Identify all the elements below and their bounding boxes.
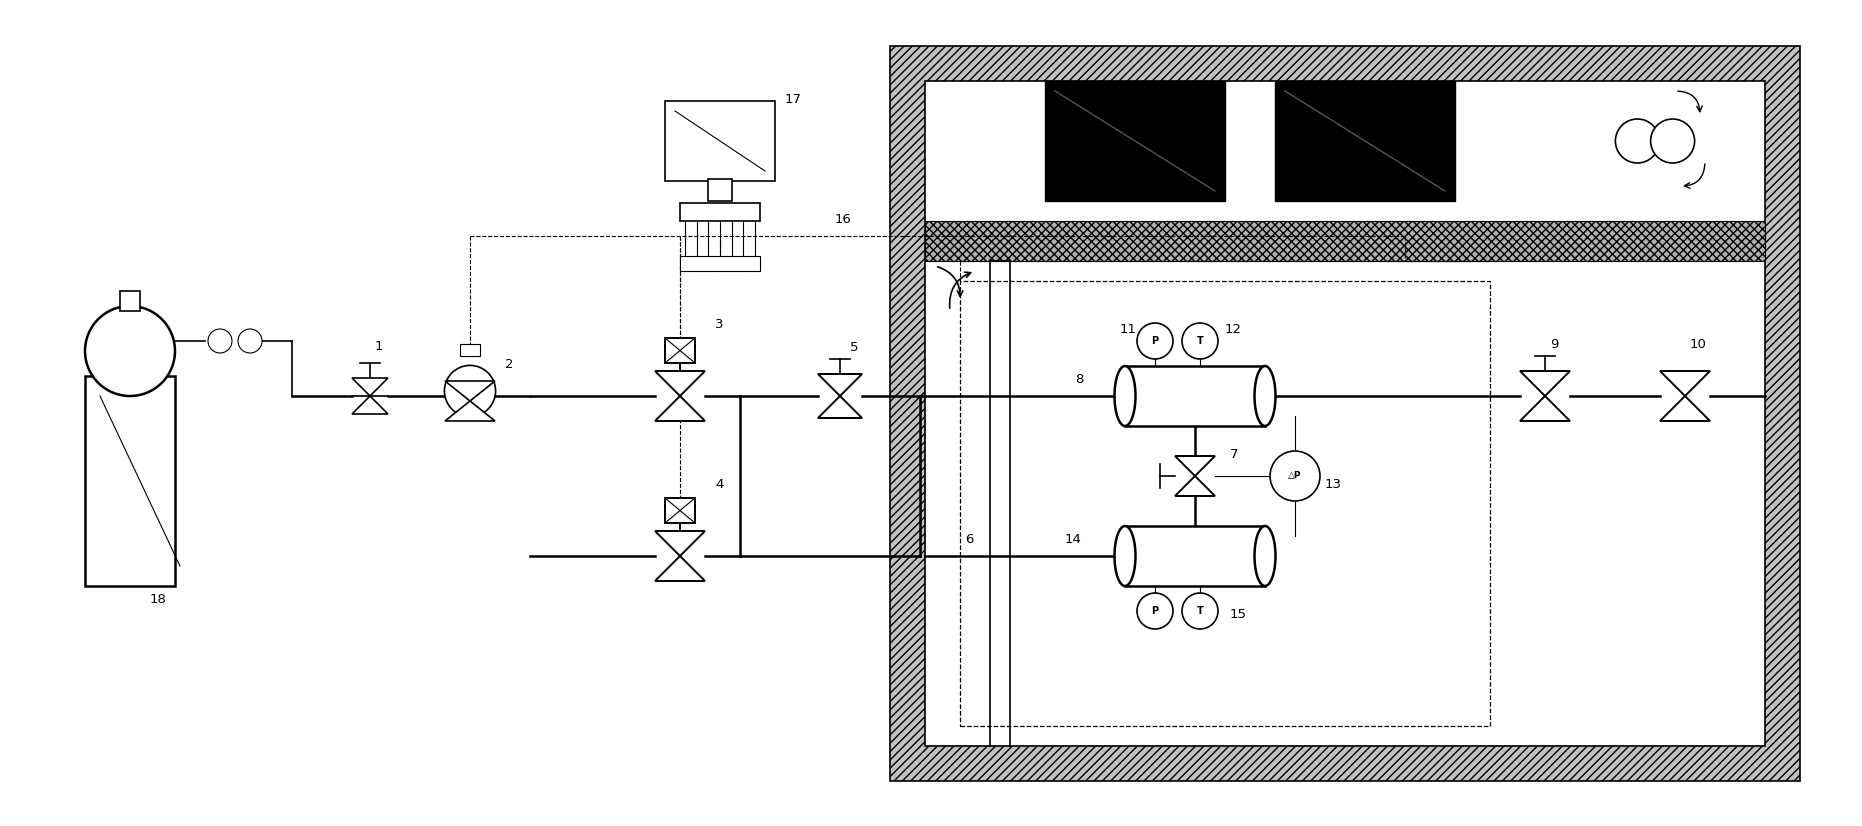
Text: △P: △P	[1289, 472, 1302, 481]
Polygon shape	[352, 396, 387, 414]
Ellipse shape	[1255, 366, 1275, 426]
Polygon shape	[1175, 456, 1216, 476]
Polygon shape	[1661, 396, 1709, 421]
Text: 1: 1	[374, 340, 384, 353]
Circle shape	[1138, 323, 1173, 359]
Text: 11: 11	[1121, 323, 1138, 336]
Bar	[890, 46, 1801, 781]
Polygon shape	[1175, 476, 1216, 496]
Text: 6: 6	[965, 533, 974, 546]
Text: 10: 10	[1691, 338, 1707, 351]
Bar	[119, 291, 140, 311]
Bar	[665, 338, 695, 363]
Circle shape	[1138, 593, 1173, 629]
Bar	[680, 203, 760, 221]
Polygon shape	[817, 396, 862, 418]
Polygon shape	[655, 556, 706, 581]
Circle shape	[209, 329, 233, 353]
Text: 4: 4	[715, 478, 722, 491]
Ellipse shape	[1115, 526, 1136, 586]
Circle shape	[445, 365, 495, 416]
Bar	[665, 101, 775, 181]
Text: 5: 5	[849, 341, 858, 354]
Bar	[665, 498, 695, 523]
Polygon shape	[655, 531, 706, 556]
Bar	[1125, 366, 1264, 426]
Text: 7: 7	[1231, 448, 1238, 461]
Text: 17: 17	[786, 93, 803, 106]
Text: 2: 2	[505, 358, 514, 371]
Bar	[925, 221, 1765, 261]
Text: 12: 12	[1225, 323, 1242, 336]
Text: 15: 15	[1231, 608, 1248, 621]
Text: 13: 13	[1326, 478, 1343, 491]
Circle shape	[1650, 119, 1694, 163]
Polygon shape	[817, 374, 862, 396]
Text: P: P	[1151, 336, 1158, 346]
Bar	[86, 376, 175, 586]
Ellipse shape	[1115, 366, 1136, 426]
Bar	[460, 344, 480, 356]
Bar	[708, 179, 732, 201]
Bar	[961, 281, 1490, 726]
Text: 9: 9	[1549, 338, 1558, 351]
Polygon shape	[445, 381, 495, 401]
Polygon shape	[1661, 371, 1709, 396]
Polygon shape	[1519, 371, 1570, 396]
Polygon shape	[352, 378, 387, 396]
Text: 18: 18	[151, 593, 168, 606]
Text: 8: 8	[1074, 373, 1084, 386]
Circle shape	[1616, 119, 1659, 163]
Text: 14: 14	[1065, 533, 1082, 546]
Polygon shape	[655, 396, 706, 421]
Ellipse shape	[1255, 526, 1275, 586]
Circle shape	[238, 329, 263, 353]
Text: 3: 3	[715, 318, 724, 331]
Circle shape	[1182, 323, 1218, 359]
Bar	[925, 81, 1765, 746]
Text: 16: 16	[834, 213, 853, 226]
Bar	[1125, 526, 1264, 586]
Bar	[680, 256, 760, 271]
Ellipse shape	[86, 306, 175, 396]
Bar	[1275, 81, 1454, 201]
Polygon shape	[445, 401, 495, 421]
Text: T: T	[1197, 336, 1203, 346]
Circle shape	[1182, 593, 1218, 629]
Polygon shape	[1519, 396, 1570, 421]
Bar	[1045, 81, 1225, 201]
Text: P: P	[1151, 606, 1158, 616]
Polygon shape	[655, 371, 706, 396]
Text: T: T	[1197, 606, 1203, 616]
Circle shape	[1270, 451, 1320, 501]
